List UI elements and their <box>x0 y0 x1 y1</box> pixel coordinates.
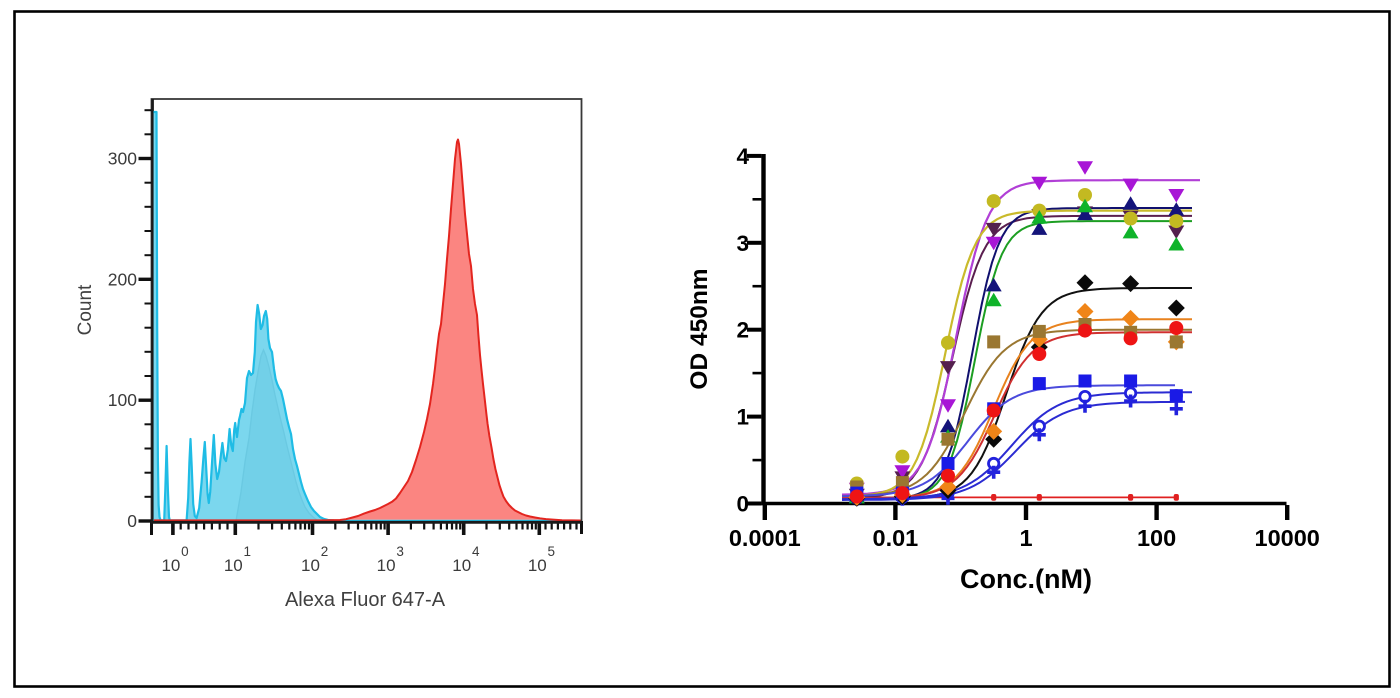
svg-text:3: 3 <box>396 544 404 559</box>
svg-text:Alexa Fluor 647-A: Alexa Fluor 647-A <box>285 589 446 611</box>
svg-text:OD 450nm: OD 450nm <box>686 268 713 389</box>
svg-text:10: 10 <box>161 556 180 575</box>
svg-text:1: 1 <box>244 544 252 559</box>
svg-text:0: 0 <box>181 544 189 559</box>
svg-text:10: 10 <box>377 556 396 575</box>
svg-text:0: 0 <box>127 511 137 531</box>
svg-text:3: 3 <box>736 231 749 256</box>
svg-text:Count: Count <box>75 284 96 335</box>
svg-text:2: 2 <box>736 318 749 343</box>
svg-text:300: 300 <box>108 149 137 169</box>
svg-text:0.01: 0.01 <box>873 525 919 551</box>
svg-text:10000: 10000 <box>1255 525 1320 551</box>
svg-text:1: 1 <box>1019 525 1032 551</box>
svg-text:4: 4 <box>472 544 480 559</box>
svg-text:5: 5 <box>548 544 556 559</box>
svg-text:200: 200 <box>108 269 137 289</box>
svg-text:100: 100 <box>108 390 137 410</box>
svg-text:0.0001: 0.0001 <box>729 525 801 551</box>
svg-text:10: 10 <box>301 556 320 575</box>
svg-text:100: 100 <box>1137 525 1176 551</box>
svg-text:Conc.(nM): Conc.(nM) <box>960 564 1092 594</box>
svg-text:1: 1 <box>736 405 749 430</box>
svg-text:0: 0 <box>736 492 749 517</box>
svg-text:10: 10 <box>452 556 471 575</box>
svg-text:4: 4 <box>736 144 749 169</box>
svg-text:10: 10 <box>224 556 243 575</box>
svg-text:10: 10 <box>528 556 547 575</box>
svg-text:2: 2 <box>321 544 329 559</box>
